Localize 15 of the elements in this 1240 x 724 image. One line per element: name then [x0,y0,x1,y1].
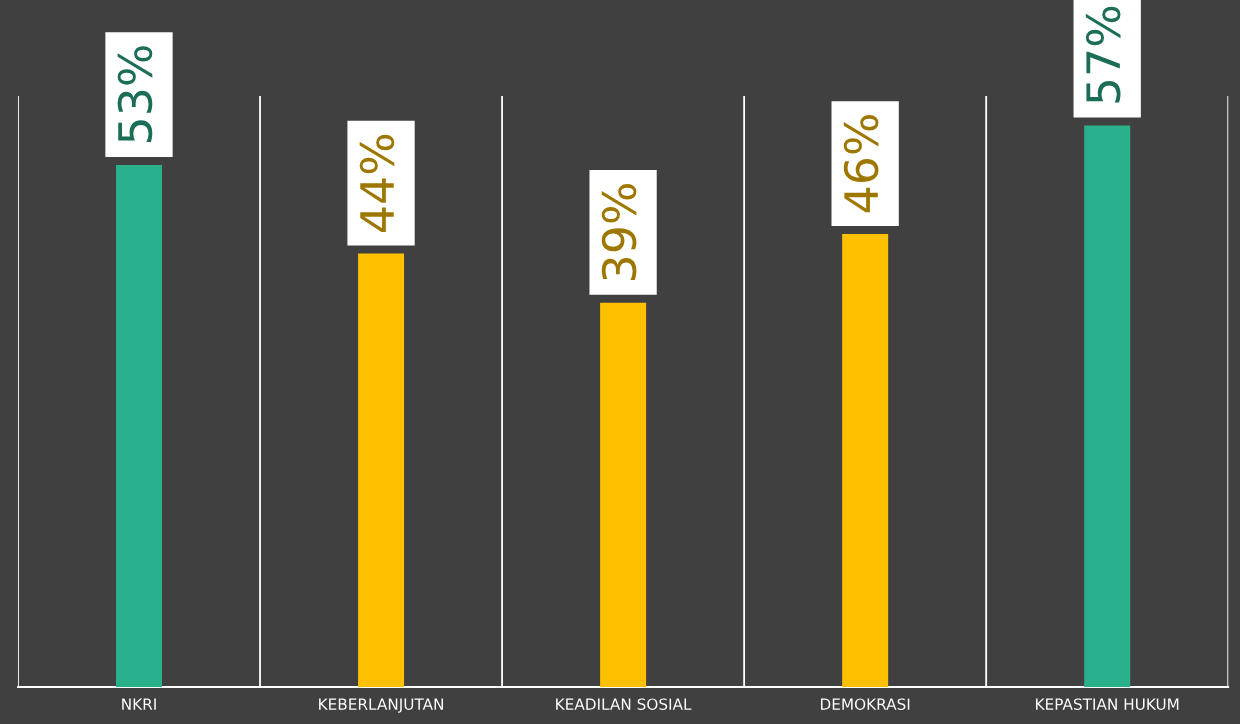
x-tick-label: NKRI [122,698,156,710]
data-label: 39% [601,184,637,280]
x-tick-label: KEPASTIAN HUKUM [1036,698,1179,710]
bar [116,164,162,687]
x-tick-label: KEADILAN SOSIAL [556,698,692,710]
data-label: 57% [1085,6,1121,103]
bar [1084,125,1131,687]
bar [358,253,405,687]
x-tick-label: DEMOKRASI [820,698,910,710]
bar [600,302,647,687]
x-tick-label: KEBERLANJUTAN [319,698,443,713]
data-label: 53% [117,46,153,142]
data-label: 46% [843,115,879,213]
bar [842,233,889,687]
data-label: 44% [359,134,395,232]
